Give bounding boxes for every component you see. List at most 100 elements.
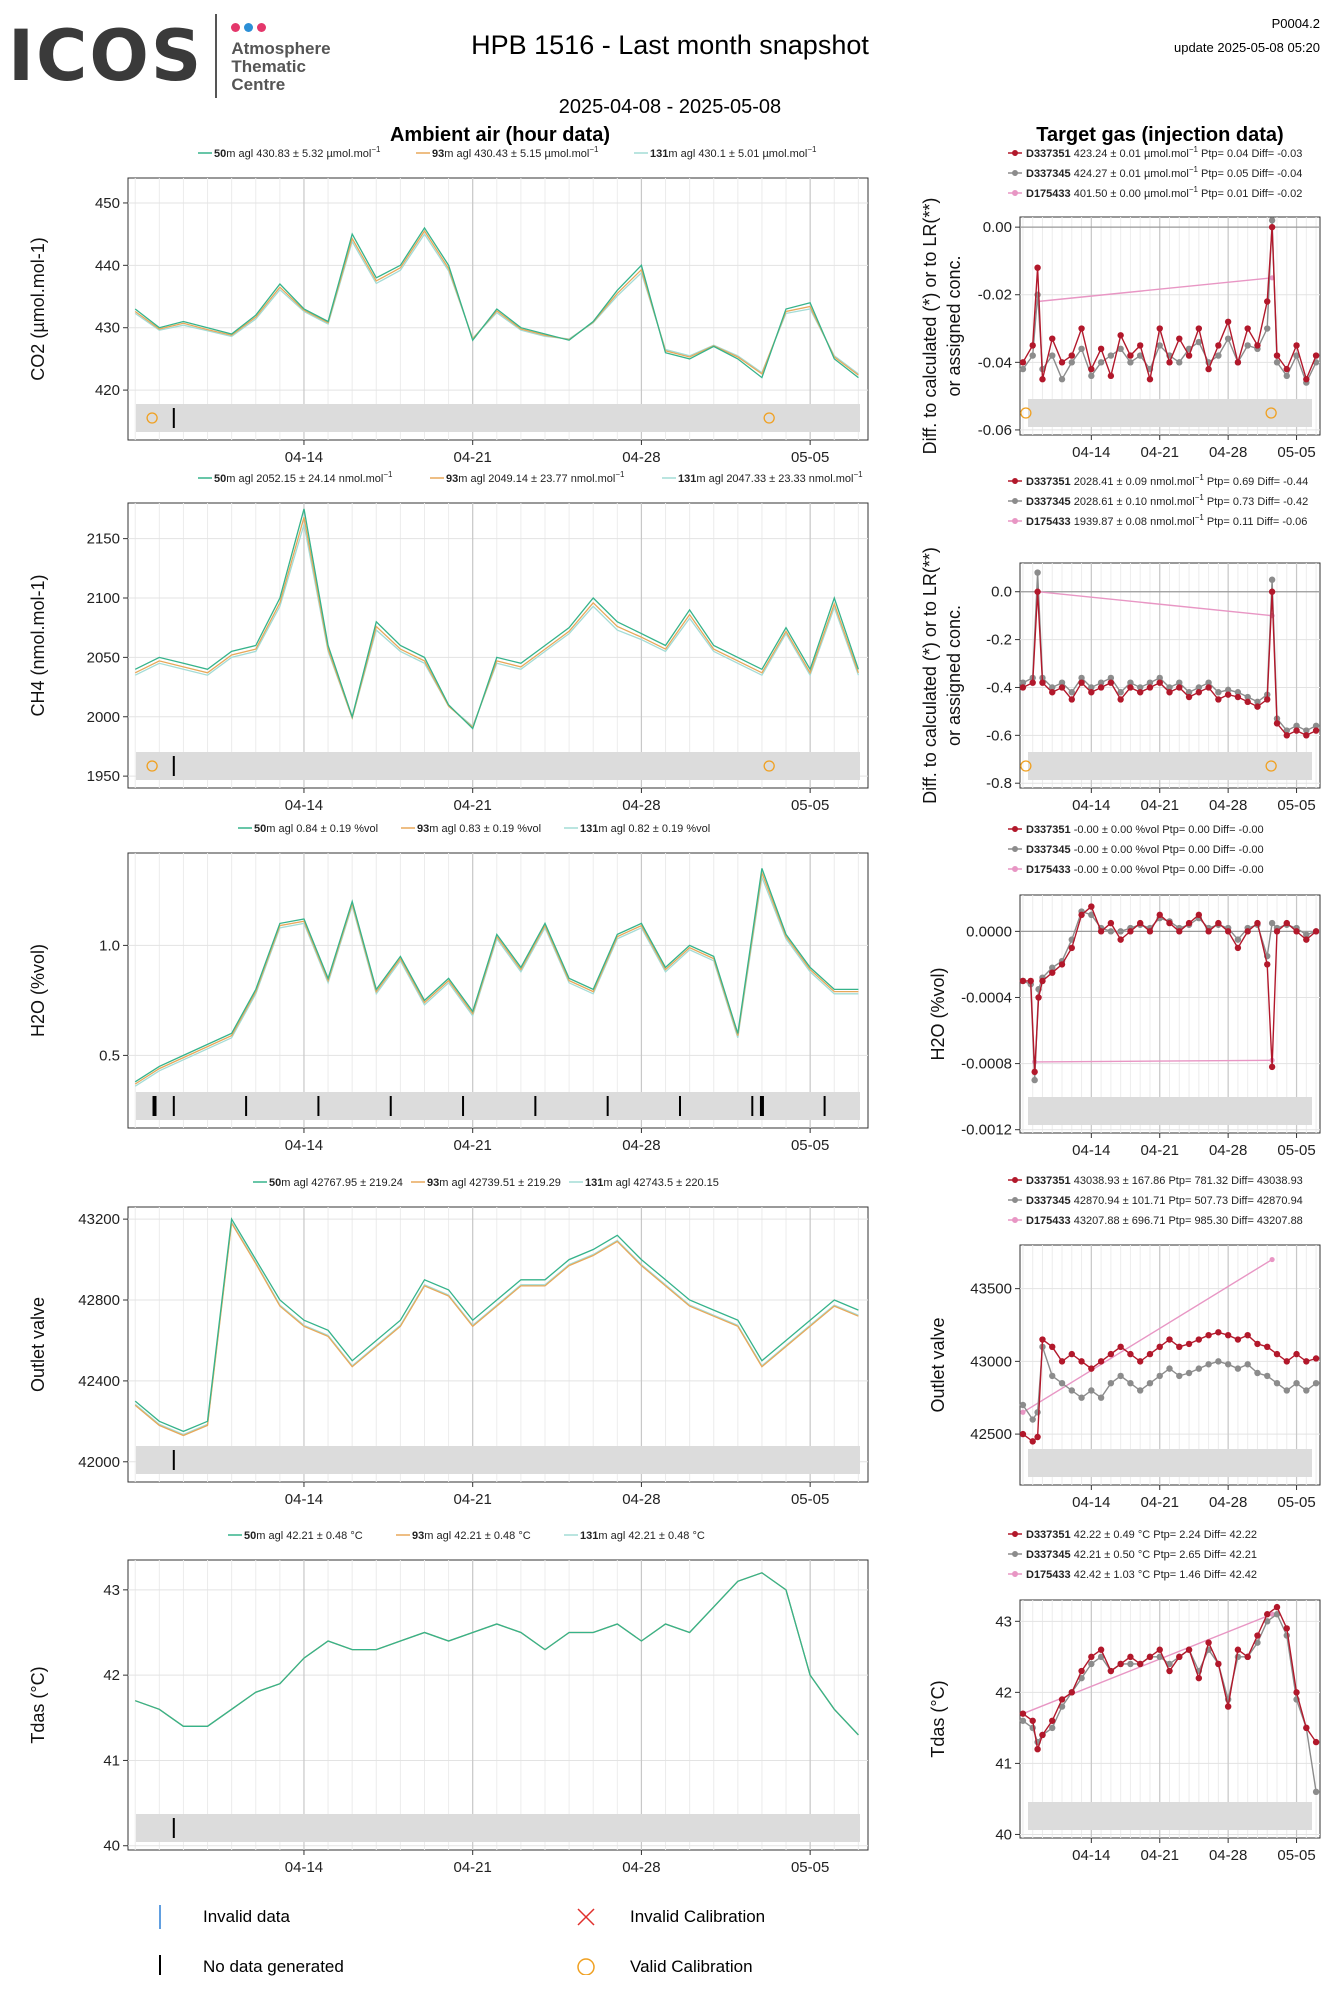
legend-dot-D337351 — [1012, 1531, 1018, 1537]
data-point-D337345 — [1268, 919, 1276, 927]
page-title: HPB 1516 - Last month snapshot — [471, 30, 869, 60]
valid-calibration-mark — [146, 760, 158, 772]
x-tick-label: 04-14 — [1072, 1142, 1110, 1159]
x-tick-label: 04-28 — [622, 1137, 660, 1154]
data-point-D337351 — [1303, 376, 1310, 383]
target-legend: D337351 2028.41 ± 0.09 nmol.mol−1 Ptp= 0… — [1008, 473, 1308, 528]
y-tick-label: 41 — [103, 1752, 120, 1769]
data-point-D337345 — [1176, 1372, 1183, 1380]
data-point-D337351 — [1283, 1358, 1290, 1365]
data-point-D337345 — [1078, 345, 1085, 353]
data-point-D337351 — [1058, 961, 1066, 968]
legend-ptp-diff: Ptp= 0.00 Diff= -0.00 — [1159, 844, 1263, 856]
data-point-D337345 — [1205, 1361, 1212, 1368]
legend-entry-D175433: D175433 43207.88 ± 696.71 Ptp= 985.30 Di… — [1026, 1215, 1303, 1227]
legend-height: 93 — [446, 473, 458, 485]
data-point-D337351 — [1029, 1717, 1036, 1724]
y-tick-label: 0.5 — [99, 1047, 120, 1064]
legend-stats: m agl 2047.33 ± 23.33 nmol.mol — [696, 473, 853, 485]
data-point-D337351 — [1215, 342, 1222, 349]
x-tick-label: 05-05 — [1277, 1494, 1315, 1511]
series-line-93m — [134, 870, 859, 1085]
legend-entry-93m: 93m agl 2049.14 ± 23.77 nmol.mol−1 — [446, 470, 625, 485]
data-point-D337351 — [1034, 588, 1041, 595]
y-axis-label: Tdas (°C) — [928, 1680, 948, 1757]
series-line-131m — [134, 524, 860, 728]
data-point-D337345 — [1303, 727, 1310, 734]
data-point-D337345 — [1215, 689, 1222, 696]
data-point-D337351 — [1234, 1646, 1242, 1653]
flag-band — [136, 752, 860, 780]
legend-entry-D337351: D337351 2028.41 ± 0.09 nmol.mol−1 Ptp= 0… — [1026, 473, 1308, 488]
data-point-D337351 — [1029, 1438, 1036, 1445]
y-tick-label: 0.0000 — [966, 923, 1012, 940]
data-point-D337351 — [1127, 684, 1134, 691]
data-point-D337351 — [1268, 1063, 1276, 1071]
data-point-D337345 — [1127, 1660, 1134, 1668]
data-point-D337351 — [1117, 1343, 1124, 1351]
y-tick-label: -0.0008 — [961, 1056, 1012, 1073]
series-line-D175433 — [1034, 1059, 1273, 1063]
legend-cylinder-id: D337351 — [1026, 1529, 1071, 1541]
logo-subtitle: Atmosphere Thematic Centre — [231, 19, 331, 94]
data-point-D337351 — [1185, 693, 1193, 701]
legend-height: 131 — [650, 148, 668, 160]
data-point-D337351 — [1293, 1350, 1300, 1358]
x-tick-label: 05-05 — [791, 1859, 829, 1876]
legend-stats: 401.50 ± 0.00 µmol.mol — [1071, 188, 1189, 200]
data-point-D337345 — [1244, 342, 1251, 349]
logo-sub-line-1: Atmosphere — [231, 38, 331, 58]
x-tick-label: 04-21 — [1141, 1142, 1179, 1159]
target-legend: D337351 -0.00 ± 0.00 %vol Ptp= 0.00 Diff… — [1008, 824, 1264, 876]
data-point-D337351 — [1136, 689, 1144, 696]
valid-calibration-mark — [146, 412, 158, 424]
icos-logo: ICOS Atmosphere Thematic Centre — [8, 14, 331, 98]
data-point-D337351 — [1215, 1329, 1222, 1336]
y-axis-label: Tdas (°C) — [28, 1666, 48, 1743]
legend-sup: −1 — [1189, 145, 1199, 154]
data-point-D337351 — [1078, 1358, 1085, 1365]
data-point-D337345 — [1049, 964, 1056, 971]
data-point-D337345 — [1176, 679, 1183, 686]
legend-sup: −1 — [589, 145, 599, 154]
legend-entry-D337351: D337351 43038.93 ± 167.86 Ptp= 781.32 Di… — [1026, 1175, 1303, 1187]
series-line-50m — [134, 226, 859, 379]
legend-stats: m agl 430.43 ± 5.15 µmol.mol — [444, 148, 589, 160]
data-point-D337351 — [1039, 1336, 1046, 1343]
legend-ptp-diff: Ptp= 781.32 Diff= 43038.93 — [1165, 1175, 1302, 1187]
legend-stats: 424.27 ± 0.01 µmol.mol — [1071, 168, 1189, 180]
data-point-D337351 — [1136, 1660, 1144, 1668]
data-point-D337345 — [1136, 352, 1144, 359]
data-point-D337351 — [1097, 1358, 1105, 1365]
data-point-D337345 — [1068, 689, 1075, 696]
y-tick-label: 2100 — [87, 590, 120, 607]
data-point-D337345 — [1156, 674, 1163, 682]
legend-ptp-diff: Ptp= 0.69 Diff= -0.44 — [1204, 476, 1308, 488]
legend-dot-D337345 — [1012, 1551, 1018, 1557]
data-point-D337351 — [1205, 684, 1212, 691]
invalid-calibration-symbol — [577, 1908, 595, 1926]
legend-stats: -0.00 ± 0.00 %vol — [1071, 864, 1160, 876]
data-point-D337345 — [1312, 722, 1320, 729]
data-point-D337351 — [1312, 727, 1320, 734]
legend-ptp-diff: Ptp= 0.73 Diff= -0.42 — [1204, 496, 1308, 508]
legend-entry-131m: 131m agl 2047.33 ± 23.33 nmol.mol−1 — [678, 470, 863, 485]
series-line-50m — [134, 868, 859, 1083]
y-tick-label: -0.2 — [986, 632, 1012, 649]
data-point-D337351 — [1127, 1350, 1134, 1358]
data-point-D337351 — [1254, 1632, 1261, 1639]
data-point-D337345 — [1273, 1611, 1281, 1618]
data-point-D337345 — [1146, 1379, 1154, 1387]
logo-dot-2 — [244, 22, 254, 32]
y-axis-label-line: Outlet valve — [928, 1317, 948, 1412]
data-point-D337351 — [1034, 264, 1041, 271]
legend-sup: −1 — [1189, 165, 1199, 174]
y-axis-label: Diff. to calculated (*) or to LR(**) or a… — [920, 198, 964, 455]
data-point-D337345 — [1049, 1372, 1056, 1380]
legend-entry-D175433: D175433 401.50 ± 0.00 µmol.mol−1 Ptp= 0.… — [1026, 185, 1302, 200]
y-tick-label: 2050 — [87, 649, 120, 666]
legend-stats: 2028.41 ± 0.09 nmol.mol — [1071, 476, 1195, 488]
legend-stats: 42.22 ± 0.49 °C — [1071, 1529, 1151, 1541]
legend-cylinder-id: D337351 — [1026, 824, 1071, 836]
